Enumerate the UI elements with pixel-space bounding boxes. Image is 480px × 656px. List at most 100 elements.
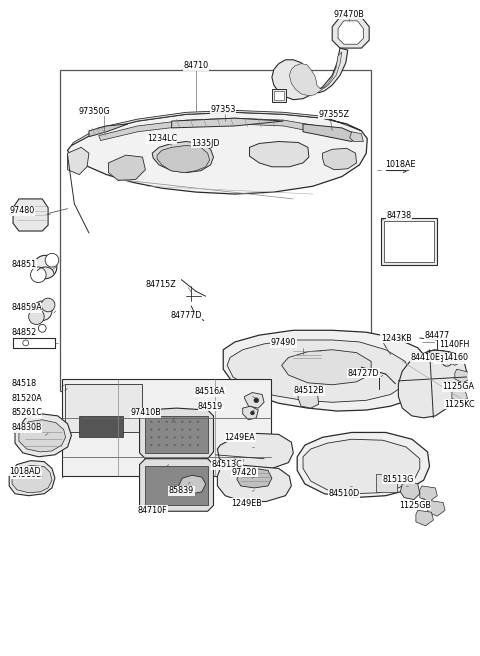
Bar (79, 416, 123, 438)
Text: 1125KC: 1125KC (444, 400, 475, 409)
Text: 84738: 84738 (387, 211, 412, 220)
Polygon shape (152, 142, 214, 173)
Bar (145, 466, 208, 505)
Polygon shape (398, 350, 467, 418)
Polygon shape (9, 461, 55, 496)
Polygon shape (68, 148, 89, 174)
Circle shape (173, 436, 176, 438)
Polygon shape (447, 352, 463, 365)
Text: 85839: 85839 (169, 486, 194, 495)
Text: 84518: 84518 (11, 379, 36, 388)
Circle shape (189, 428, 192, 431)
Circle shape (31, 267, 46, 283)
Bar (376, 474, 397, 492)
Text: 84519: 84519 (198, 401, 223, 411)
Text: 1335JD: 1335JD (192, 139, 220, 148)
Polygon shape (179, 475, 206, 494)
Circle shape (150, 436, 153, 438)
Polygon shape (245, 392, 264, 408)
Bar (62, 379, 271, 476)
Text: 1125GB: 1125GB (399, 501, 431, 510)
Text: 84710F: 84710F (137, 506, 167, 515)
Text: 84777D: 84777D (170, 311, 202, 320)
Polygon shape (157, 146, 210, 173)
Polygon shape (140, 459, 214, 511)
Text: 84852: 84852 (11, 328, 36, 337)
Text: 1018AD: 1018AD (9, 467, 41, 476)
Polygon shape (99, 118, 340, 140)
Polygon shape (323, 148, 357, 170)
Polygon shape (289, 52, 342, 96)
Circle shape (41, 298, 55, 312)
Bar (145, 416, 208, 453)
Circle shape (166, 444, 168, 446)
Circle shape (181, 428, 183, 431)
Polygon shape (272, 48, 348, 100)
Polygon shape (217, 434, 293, 470)
Polygon shape (303, 440, 420, 494)
Polygon shape (12, 466, 52, 493)
Circle shape (189, 444, 192, 446)
Circle shape (158, 444, 160, 446)
Polygon shape (416, 510, 433, 526)
Circle shape (189, 420, 192, 423)
Polygon shape (140, 408, 214, 461)
Polygon shape (108, 155, 145, 180)
Circle shape (173, 444, 176, 446)
Circle shape (34, 255, 57, 279)
Polygon shape (282, 350, 371, 385)
Circle shape (158, 436, 160, 438)
Circle shape (150, 420, 153, 423)
Text: 81520A: 81520A (11, 394, 42, 403)
Text: 1249EA: 1249EA (225, 433, 255, 441)
Bar (384, 221, 434, 262)
Text: 84851: 84851 (11, 260, 36, 268)
Circle shape (150, 444, 153, 446)
Polygon shape (350, 132, 363, 142)
Polygon shape (303, 124, 360, 142)
Circle shape (251, 411, 254, 415)
Circle shape (166, 436, 168, 438)
Text: 97410B: 97410B (130, 409, 161, 417)
Text: 84477: 84477 (425, 331, 450, 340)
Bar (381, 218, 437, 265)
Text: 84830B: 84830B (11, 423, 42, 432)
Polygon shape (428, 501, 445, 516)
Polygon shape (72, 110, 361, 146)
Text: 84715Z: 84715Z (146, 280, 177, 289)
Circle shape (33, 301, 52, 321)
Text: 84727D: 84727D (348, 369, 379, 378)
Bar (60, 70, 371, 390)
Text: 97350G: 97350G (78, 107, 109, 116)
Text: 84710: 84710 (183, 61, 208, 70)
Polygon shape (172, 118, 284, 128)
Text: 97470B: 97470B (333, 10, 364, 18)
Circle shape (158, 428, 160, 431)
Text: 1234LC: 1234LC (147, 134, 177, 143)
Circle shape (181, 436, 183, 438)
Text: 97353: 97353 (211, 105, 236, 114)
Bar (65, 384, 143, 432)
Polygon shape (237, 468, 272, 488)
Polygon shape (338, 21, 363, 44)
Circle shape (45, 253, 59, 267)
Polygon shape (455, 369, 470, 383)
Polygon shape (400, 481, 420, 500)
Circle shape (197, 436, 199, 438)
Text: 85261C: 85261C (11, 409, 42, 417)
Polygon shape (13, 199, 48, 231)
Circle shape (29, 309, 44, 325)
Polygon shape (15, 414, 72, 457)
Text: 97355Z: 97355Z (319, 110, 349, 119)
Text: 1125GA: 1125GA (442, 382, 474, 391)
Polygon shape (297, 432, 430, 498)
Polygon shape (272, 89, 286, 102)
Text: 1249EB: 1249EB (231, 499, 262, 508)
Circle shape (197, 428, 199, 431)
Text: 81513G: 81513G (383, 475, 414, 483)
Polygon shape (227, 340, 410, 402)
Circle shape (158, 420, 160, 423)
Polygon shape (223, 330, 430, 411)
Circle shape (189, 436, 192, 438)
Circle shape (197, 420, 199, 423)
